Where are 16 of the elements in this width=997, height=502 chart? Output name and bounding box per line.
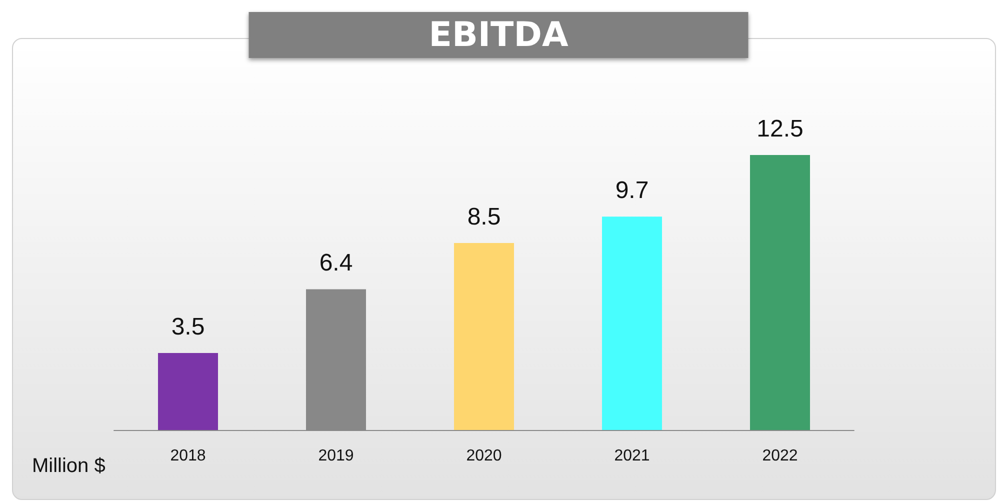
x-tick-label: 2019 bbox=[318, 448, 354, 464]
bar bbox=[454, 243, 514, 430]
data-label: 12.5 bbox=[756, 116, 804, 142]
chart-title: EBITDA bbox=[428, 15, 569, 55]
x-tick-label: 2018 bbox=[170, 448, 206, 464]
bar bbox=[602, 216, 662, 430]
x-tick-label: 2022 bbox=[762, 448, 798, 464]
x-tick-label: 2020 bbox=[466, 448, 502, 464]
x-tick-label: 2021 bbox=[614, 448, 650, 464]
data-label: 3.5 bbox=[171, 314, 205, 340]
data-label: 9.7 bbox=[615, 177, 649, 204]
bar bbox=[750, 155, 810, 430]
data-label: 8.5 bbox=[467, 204, 501, 230]
y-axis-title: Million $ bbox=[32, 455, 106, 477]
bar bbox=[158, 353, 218, 430]
data-label: 6.4 bbox=[319, 250, 353, 277]
